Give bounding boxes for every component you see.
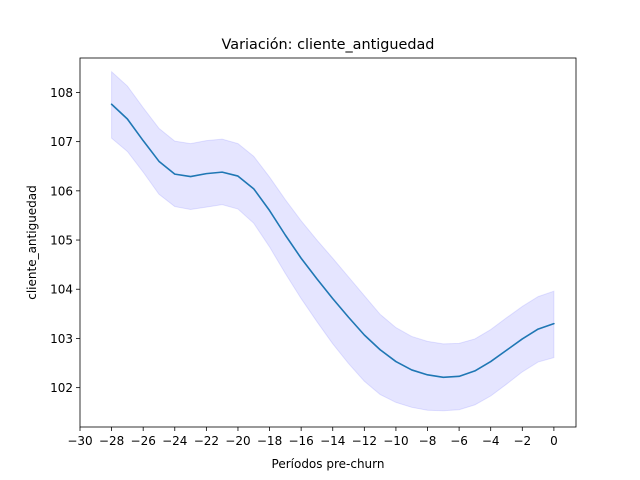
- confidence-band-layer: [111, 70, 555, 412]
- chart-title: Variación: cliente_antiguedad: [222, 37, 435, 53]
- x-axis-label: Períodos pre-churn: [272, 457, 385, 471]
- series-line-layer: [110, 103, 555, 379]
- x-tick-label: −18: [257, 434, 282, 448]
- x-tick-label: −6: [450, 434, 468, 448]
- x-tick-label: −22: [194, 434, 219, 448]
- y-tick-label: 104: [50, 283, 73, 297]
- x-tick-label: −24: [162, 434, 187, 448]
- x-tick-label: 0: [550, 434, 558, 448]
- x-tick-label: −10: [383, 434, 408, 448]
- y-tick-label: 103: [50, 332, 73, 346]
- y-tick-label: 105: [50, 234, 73, 248]
- plot-area-frame: [79, 57, 577, 428]
- x-axis-ticks: −30 −28 −26 −24 −22 −20 −18 −16 −14 −12 −10 −8 −6 −4−…: [67, 427, 558, 448]
- x-tick-label: −14: [320, 434, 345, 448]
- x-tick-label: −8: [419, 434, 437, 448]
- y-tick-label: 108: [50, 86, 73, 100]
- x-tick-label: −2: [513, 434, 531, 448]
- x-tick-label: −30: [67, 434, 92, 448]
- y-axis-label: cliente_antiguedad: [25, 185, 39, 300]
- x-tick-label: −12: [352, 434, 377, 448]
- x-tick-label: −26: [131, 434, 156, 448]
- series-line: [110, 103, 555, 379]
- x-tick-label: −20: [225, 434, 250, 448]
- y-axis-ticks: 102 103 104 105 106 107 108: [50, 86, 80, 395]
- y-tick-label: 102: [50, 381, 73, 395]
- x-tick-label: −16: [288, 434, 313, 448]
- x-tick-label: −4: [482, 434, 500, 448]
- y-tick-label: 106: [50, 184, 73, 198]
- x-tick-label: −28: [99, 434, 124, 448]
- y-tick-label: 107: [50, 135, 73, 149]
- confidence-band: [111, 70, 555, 412]
